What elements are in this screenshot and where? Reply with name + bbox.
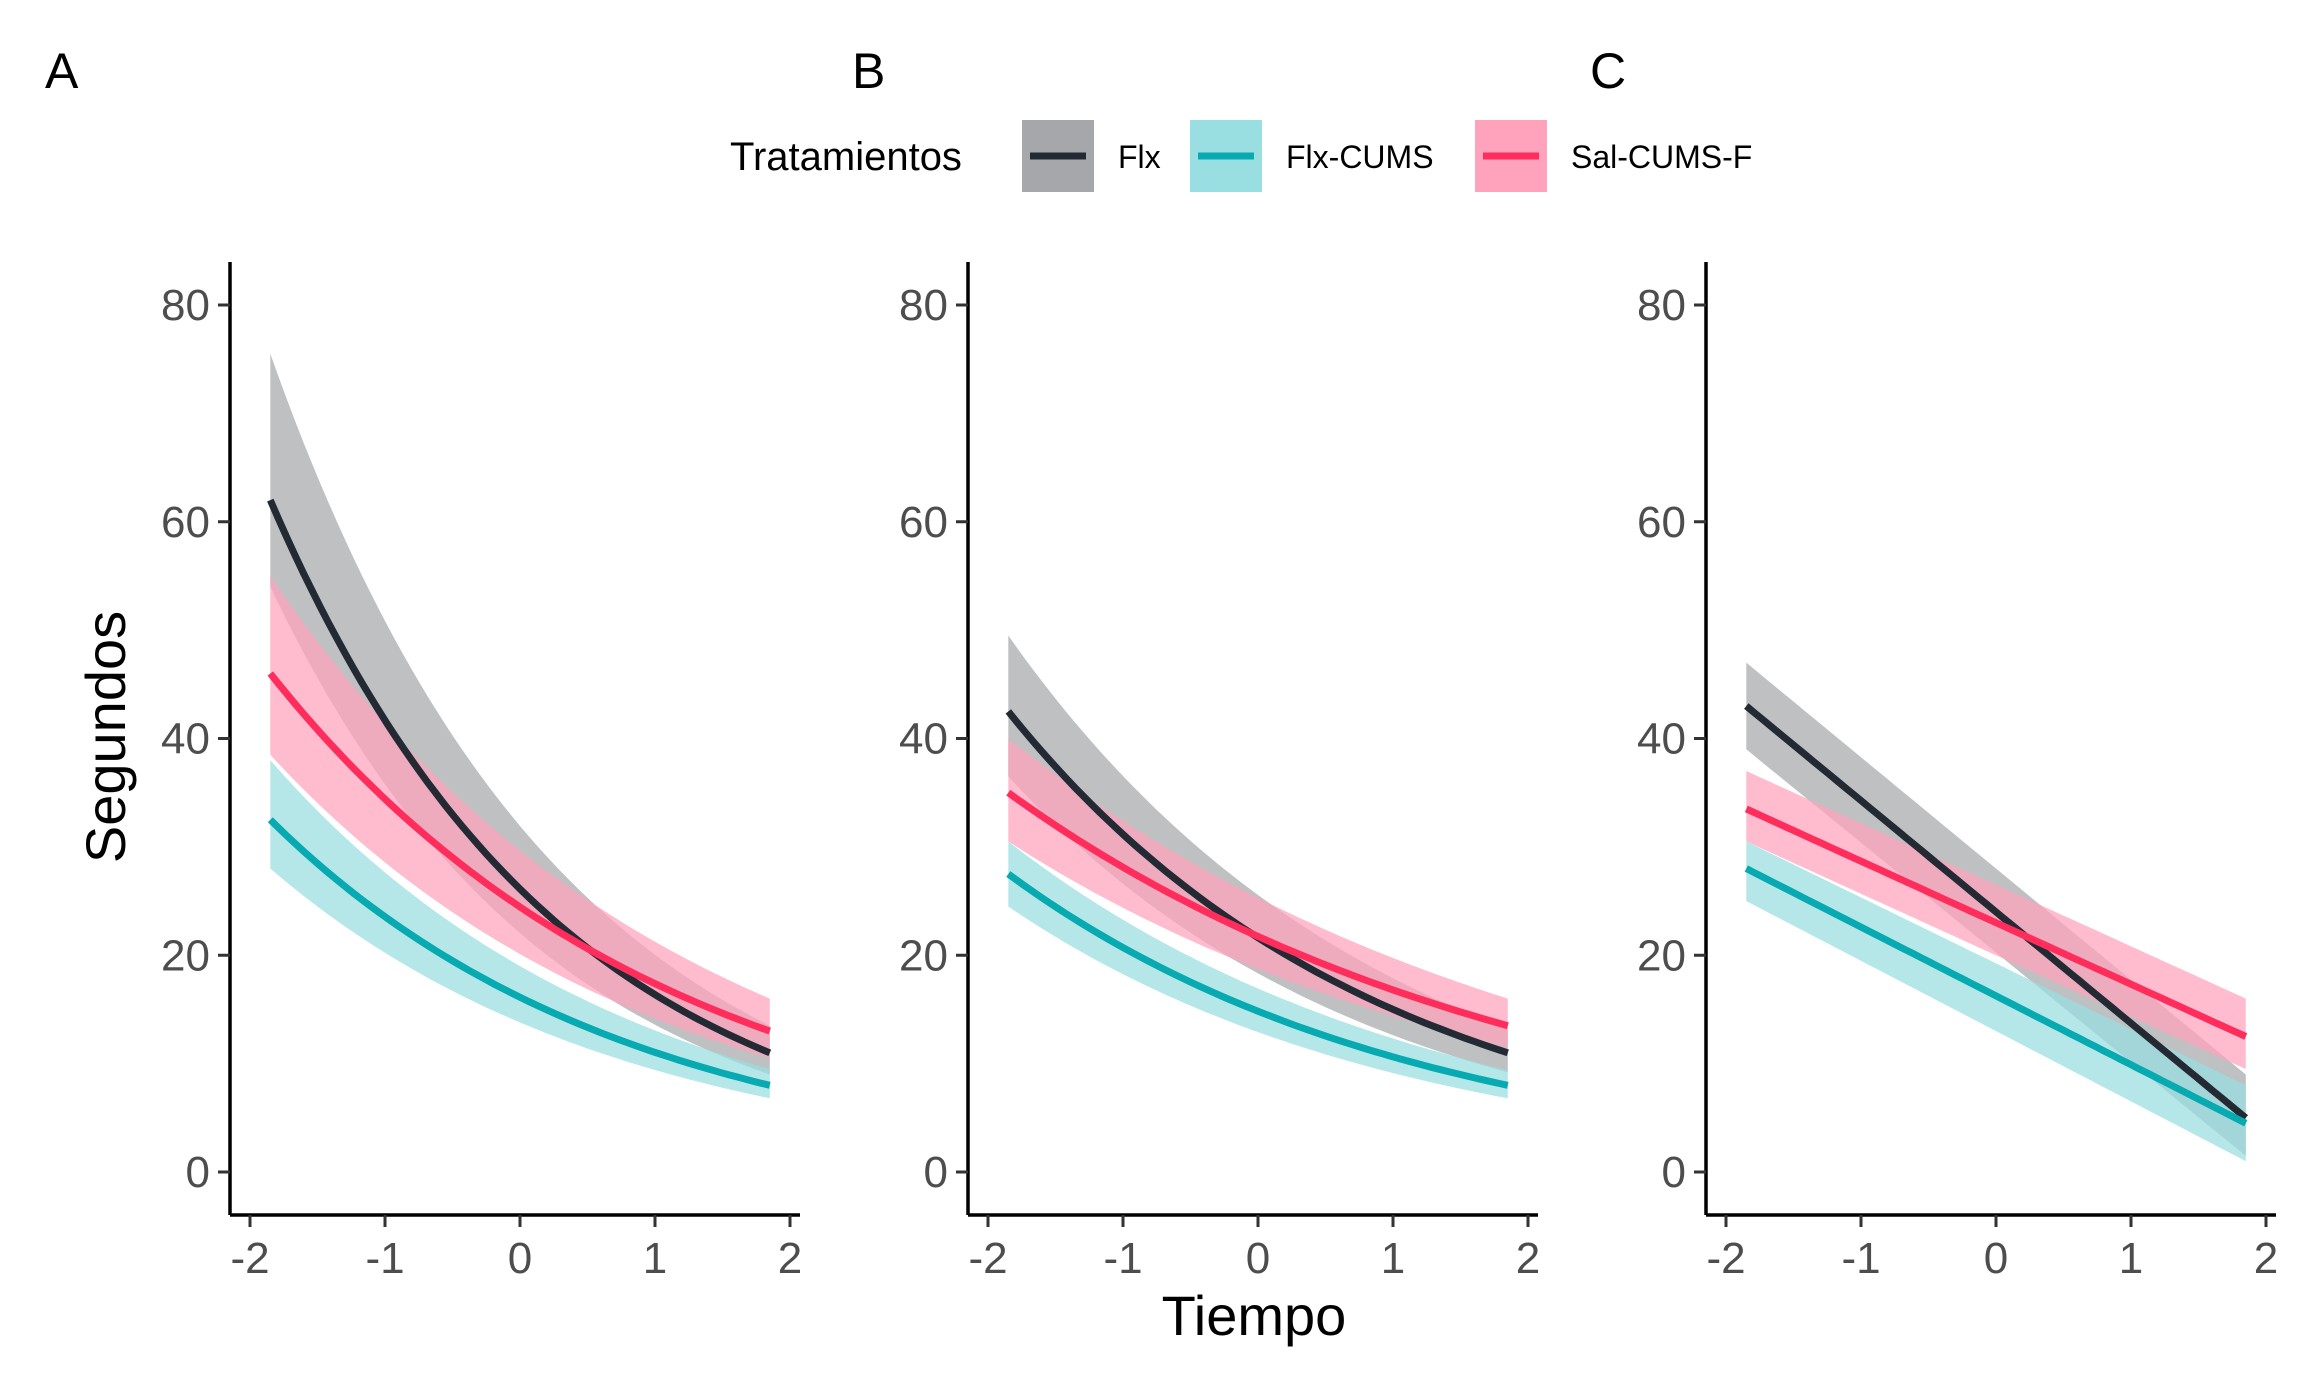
panel-label-c: C <box>1590 43 1626 99</box>
y-tick-label: 80 <box>899 281 948 330</box>
y-tick-label: 40 <box>899 715 948 764</box>
x-tick-label: -1 <box>1841 1234 1880 1283</box>
x-tick-label: 2 <box>1516 1234 1540 1283</box>
series-line-flx <box>267 498 772 1057</box>
panel-b: 0 20 40 60 80 -2 -1 0 1 2 <box>899 262 1540 1283</box>
series-line-flx-cums <box>1744 865 2248 1127</box>
confidence-band-flx-cums <box>1746 841 2246 1162</box>
y-tick-label: 80 <box>161 281 210 330</box>
x-tick-label: -2 <box>1706 1234 1745 1283</box>
panel-label-b: B <box>852 43 885 99</box>
x-tick-label: 1 <box>1381 1234 1405 1283</box>
legend-label: Sal-CUMS-F <box>1571 139 1752 175</box>
x-tick-label: 0 <box>1984 1234 2008 1283</box>
legend-item-flx-cums: Flx-CUMS <box>1190 120 1434 192</box>
y-tick-label: 80 <box>1637 281 1686 330</box>
legend-label: Flx-CUMS <box>1286 139 1434 175</box>
x-tick-label: -1 <box>365 1234 404 1283</box>
y-tick-label: 20 <box>899 931 948 980</box>
series-line-sal-cums-f <box>1744 805 2248 1040</box>
series-line-flx <box>1744 703 2249 1121</box>
x-tick-label: 0 <box>1246 1234 1270 1283</box>
series-line-sal-cums-f <box>267 671 771 1035</box>
panel-a: 0 20 40 60 80 -2 -1 0 1 2 <box>161 262 802 1283</box>
y-axis-title: Segundos <box>74 611 137 863</box>
x-tick-label: 2 <box>778 1234 802 1283</box>
y-tick-label: 40 <box>161 715 210 764</box>
x-tick-label: 2 <box>2254 1234 2278 1283</box>
legend: Tratamientos Flx Flx-CUMS Sal-CUMS-F <box>730 120 1752 192</box>
legend-title: Tratamientos <box>730 135 962 179</box>
y-tick-label: 0 <box>924 1148 948 1197</box>
y-tick-label: 0 <box>1662 1148 1686 1197</box>
x-tick-label: 1 <box>643 1234 667 1283</box>
x-tick-label: -1 <box>1103 1234 1142 1283</box>
y-tick-label: 60 <box>1637 498 1686 547</box>
series-line-flx-cums <box>1006 871 1509 1089</box>
x-tick-label: 0 <box>508 1234 532 1283</box>
legend-label: Flx <box>1118 139 1161 175</box>
panel-c: 0 20 40 60 80 -2 -1 0 1 2 <box>1637 262 2278 1283</box>
y-tick-label: 20 <box>161 931 210 980</box>
confidence-band-sal-cums-f <box>1008 738 1508 1048</box>
y-tick-label: 60 <box>161 498 210 547</box>
legend-item-sal-cums-f: Sal-CUMS-F <box>1475 120 1752 192</box>
legend-item-flx: Flx <box>1022 120 1161 192</box>
y-tick-label: 60 <box>899 498 948 547</box>
x-tick-label: 1 <box>2119 1234 2143 1283</box>
series-line-sal-cums-f <box>1006 789 1509 1030</box>
y-tick-label: 0 <box>186 1148 210 1197</box>
x-tick-label: -2 <box>230 1234 269 1283</box>
series-line-flx-cums <box>267 817 771 1089</box>
x-axis-title: Tiempo <box>1162 1284 1347 1347</box>
confidence-band-flx-cums <box>270 760 770 1099</box>
y-tick-label: 40 <box>1637 715 1686 764</box>
confidence-band-sal-cums-f <box>270 575 770 1059</box>
x-tick-label: -2 <box>968 1234 1007 1283</box>
panel-label-a: A <box>45 43 79 99</box>
y-tick-label: 20 <box>1637 931 1686 980</box>
